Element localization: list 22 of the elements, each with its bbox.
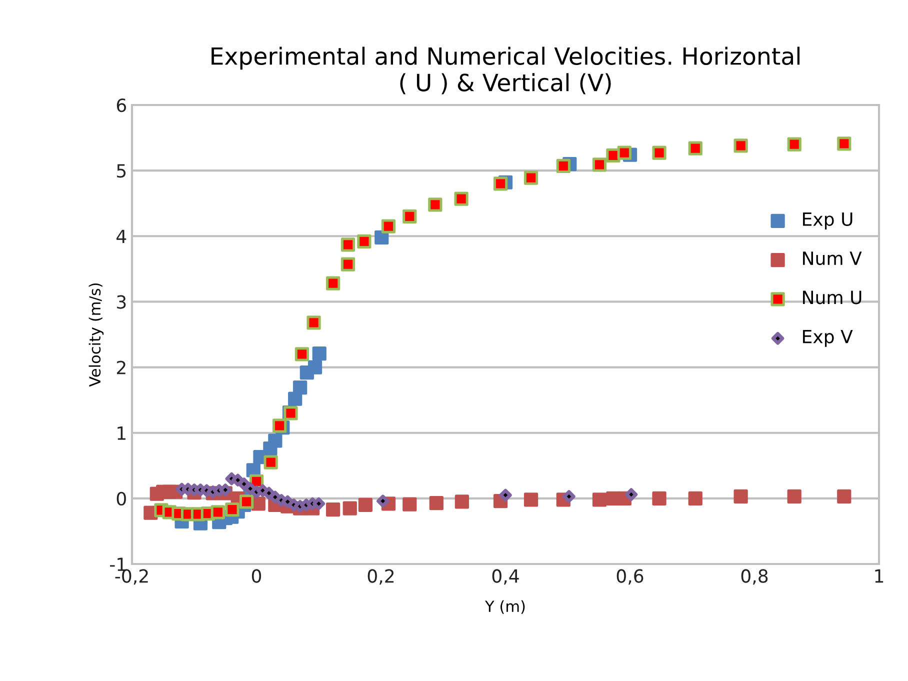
y-tick-label: 1 — [118, 426, 126, 440]
legend-label: Num U — [803, 290, 862, 304]
legend-label: Exp V — [803, 330, 853, 347]
y-tick-label: 4 — [116, 230, 126, 244]
y-tick-label: 6 — [116, 98, 126, 112]
y-tick-label: 5 — [117, 164, 126, 178]
y-tick-label: 0 — [116, 492, 126, 506]
x-tick-label: -0,2 — [115, 569, 148, 585]
y-tick-label: -1 — [110, 558, 126, 571]
x-tick-label: 0,6 — [616, 569, 644, 585]
x-tick-label: 0,4 — [492, 569, 519, 585]
x-axis-title: Y (m) — [484, 600, 525, 614]
x-tick-label: 0,8 — [741, 569, 768, 585]
x-tick-label: 0,2 — [368, 569, 394, 585]
y-axis-title: Velocity (m/s) — [88, 283, 104, 387]
chart-title: Experimental and Numerical Velocities. Horizontal ( U ) & Vertical (V) — [212, 46, 800, 94]
x-tick-label: 1 — [875, 569, 884, 583]
y-tick-label: 3 — [117, 295, 126, 309]
y-tick-label: 2 — [116, 360, 126, 374]
legend-label: Exp U — [803, 212, 852, 230]
legend-label: Num V — [803, 252, 862, 266]
x-tick-label: 0 — [252, 569, 262, 583]
